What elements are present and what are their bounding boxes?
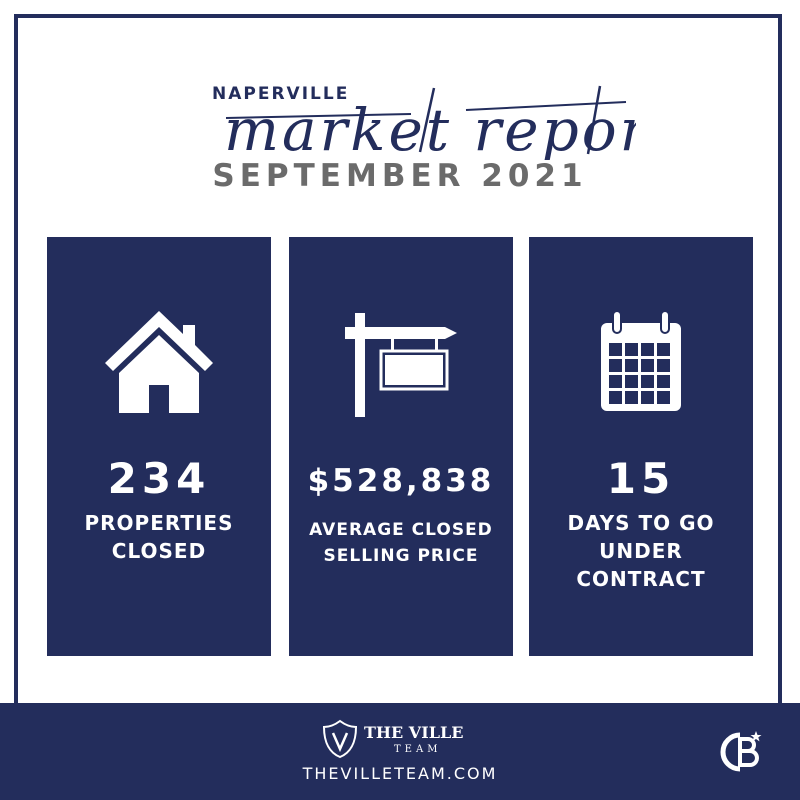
stat-card-average-price: $528,838 AVERAGE CLOSED SELLING PRICE — [289, 237, 513, 656]
stat-card-days-to-contract: 15 DAYS TO GO UNDER CONTRACT — [529, 237, 753, 656]
stat-value: 15 — [606, 454, 676, 503]
stat-label: DAYS TO GO UNDER CONTRACT — [567, 511, 715, 591]
brand-subtitle: TEAM — [394, 744, 442, 755]
stat-card-properties-closed: 234 PROPERTIES CLOSED — [47, 237, 271, 656]
city-name: NAPERVILLE — [212, 84, 350, 104]
calendar-icon — [601, 310, 681, 411]
website-link[interactable]: THEVILLETEAM.COM — [302, 764, 498, 783]
script-title-text: market report — [224, 96, 636, 160]
crest-icon — [322, 719, 358, 759]
market-report-script: market report — [224, 85, 636, 160]
footer-bar: THE VILLE TEAM THEVILLETEAM.COM — [0, 703, 800, 800]
stat-value: $528,838 — [307, 463, 495, 499]
brand-name: THE VILLE — [364, 723, 464, 742]
script-title-lettering: market report — [216, 80, 636, 160]
page-border — [14, 14, 782, 800]
stat-label: AVERAGE CLOSED SELLING PRICE — [309, 520, 493, 566]
for-sale-sign-icon — [345, 313, 457, 417]
stat-label: PROPERTIES CLOSED — [84, 511, 234, 563]
report-period: SEPTEMBER 2021 — [212, 158, 588, 194]
coldwell-banker-logo-icon — [720, 731, 762, 772]
stat-value: 234 — [107, 454, 211, 503]
house-icon — [105, 311, 213, 413]
report-header: NAPERVILLE market report SEPTEMBER 2021 — [0, 70, 800, 200]
